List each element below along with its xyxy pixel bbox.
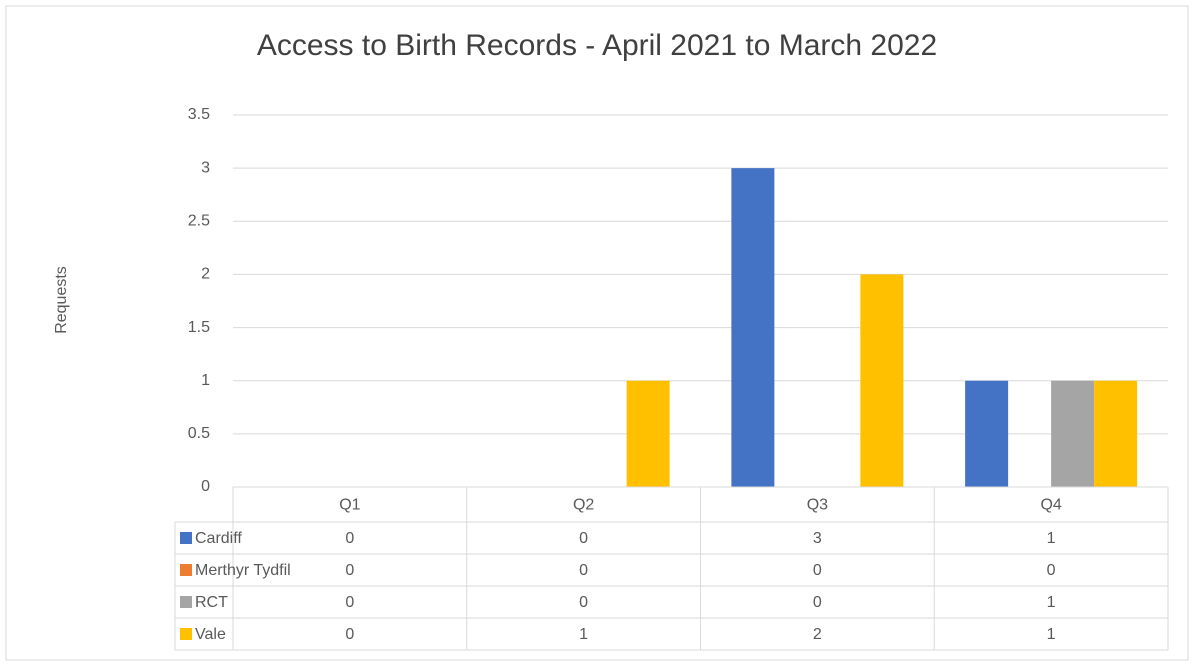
bar xyxy=(1051,380,1095,487)
table-value: 0 xyxy=(813,594,822,611)
legend-label: Vale xyxy=(195,626,226,643)
table-value: 0 xyxy=(345,594,354,611)
y-tick-label: 2 xyxy=(201,266,210,283)
table-value: 0 xyxy=(579,530,588,547)
table-value: 0 xyxy=(345,626,354,643)
table-value: 0 xyxy=(813,562,822,579)
y-axis-label: Requests xyxy=(53,266,70,334)
x-tick-label: Q2 xyxy=(573,497,594,514)
bar xyxy=(1094,380,1138,487)
legend-label: Merthyr Tydfil xyxy=(195,562,291,579)
y-tick-label: 2.5 xyxy=(188,213,210,230)
x-tick-label: Q3 xyxy=(807,497,828,514)
legend-key xyxy=(180,564,192,576)
table-value: 1 xyxy=(1047,626,1056,643)
bar xyxy=(731,168,775,487)
y-tick-label: 3 xyxy=(201,159,210,176)
y-tick-label: 1.5 xyxy=(188,319,210,336)
x-tick-label: Q4 xyxy=(1040,497,1061,514)
table-value: 0 xyxy=(345,530,354,547)
y-tick-label: 3.5 xyxy=(188,106,210,123)
table-value: 0 xyxy=(579,594,588,611)
legend-label: RCT xyxy=(195,594,228,611)
legend-key xyxy=(180,532,192,544)
table-value: 1 xyxy=(1047,594,1056,611)
y-tick-label: 0.5 xyxy=(188,425,210,442)
chart-border xyxy=(5,5,1189,661)
table-value: 3 xyxy=(813,530,822,547)
legend-label: Cardiff xyxy=(195,530,242,547)
chart-title: Access to Birth Records - April 2021 to … xyxy=(257,29,937,62)
legend-key xyxy=(180,596,192,608)
table-value: 1 xyxy=(579,626,588,643)
x-tick-label: Q1 xyxy=(339,497,360,514)
bar xyxy=(965,380,1009,487)
bar xyxy=(860,274,904,487)
y-tick-label: 0 xyxy=(201,478,210,495)
legend-key xyxy=(180,628,192,640)
bar xyxy=(626,380,670,487)
table-value: 2 xyxy=(813,626,822,643)
table-value: 0 xyxy=(1047,562,1056,579)
y-tick-label: 1 xyxy=(201,372,210,389)
table-value: 0 xyxy=(579,562,588,579)
table-value: 1 xyxy=(1047,530,1056,547)
table-value: 0 xyxy=(345,562,354,579)
